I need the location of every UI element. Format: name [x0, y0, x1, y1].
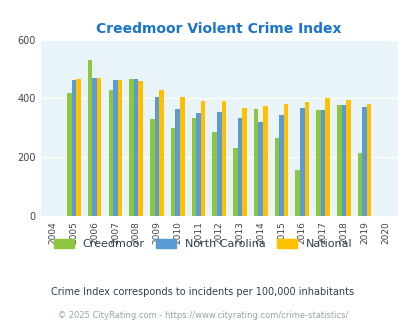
Bar [253, 109, 258, 216]
Bar [108, 90, 113, 216]
Bar [242, 108, 246, 216]
Bar [345, 100, 350, 216]
Bar [341, 105, 345, 216]
Bar [216, 112, 221, 216]
Bar [134, 79, 138, 216]
Title: Creedmoor Violent Crime Index: Creedmoor Violent Crime Index [96, 22, 341, 36]
Legend: Creedmoor, North Carolina, National: Creedmoor, North Carolina, National [49, 234, 356, 253]
Bar [299, 108, 304, 216]
Bar [92, 78, 97, 216]
Bar [357, 153, 362, 216]
Bar [196, 113, 200, 216]
Text: Crime Index corresponds to incidents per 100,000 inhabitants: Crime Index corresponds to incidents per… [51, 287, 354, 297]
Bar [200, 101, 205, 216]
Text: © 2025 CityRating.com - https://www.cityrating.com/crime-statistics/: © 2025 CityRating.com - https://www.city… [58, 311, 347, 320]
Bar [232, 148, 237, 216]
Bar [67, 92, 71, 216]
Bar [97, 79, 101, 216]
Bar [159, 90, 163, 216]
Bar [279, 115, 283, 216]
Bar [87, 60, 92, 216]
Bar [262, 106, 267, 216]
Bar [283, 104, 288, 216]
Bar [171, 128, 175, 216]
Bar [237, 118, 242, 216]
Bar [76, 79, 81, 216]
Bar [258, 122, 262, 216]
Bar [191, 117, 196, 216]
Bar [336, 105, 341, 216]
Bar [150, 119, 154, 216]
Bar [175, 109, 179, 216]
Bar [366, 104, 371, 216]
Bar [212, 132, 216, 216]
Bar [129, 79, 134, 216]
Bar [274, 138, 279, 216]
Bar [117, 80, 122, 216]
Bar [295, 170, 299, 216]
Bar [315, 110, 320, 216]
Bar [154, 97, 159, 216]
Bar [221, 101, 226, 216]
Bar [179, 97, 184, 216]
Bar [320, 110, 324, 216]
Bar [324, 98, 329, 216]
Bar [138, 82, 143, 216]
Bar [113, 80, 117, 216]
Bar [304, 102, 309, 216]
Bar [71, 80, 76, 216]
Bar [362, 107, 366, 216]
